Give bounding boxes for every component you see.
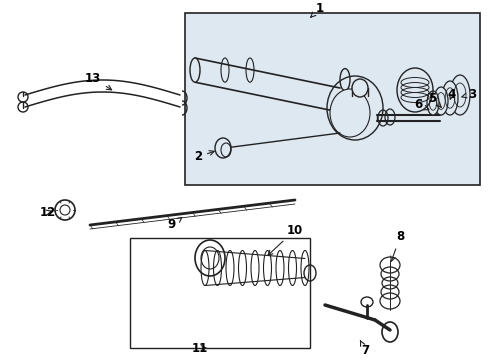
Ellipse shape — [190, 58, 200, 82]
Text: 10: 10 — [267, 224, 303, 255]
Ellipse shape — [441, 81, 457, 115]
Text: 13: 13 — [85, 72, 111, 90]
Text: 12: 12 — [40, 206, 56, 219]
Text: 11: 11 — [191, 342, 208, 355]
Text: 8: 8 — [390, 230, 403, 261]
Text: 9: 9 — [167, 217, 182, 231]
Ellipse shape — [433, 87, 447, 115]
Text: 6: 6 — [413, 99, 428, 112]
Text: 4: 4 — [447, 87, 455, 100]
Ellipse shape — [351, 79, 367, 97]
Bar — [130, 238, 309, 348]
Bar — [184, 13, 479, 185]
Ellipse shape — [329, 89, 369, 137]
Ellipse shape — [215, 138, 230, 158]
Text: 7: 7 — [360, 341, 368, 356]
Text: 5: 5 — [427, 91, 440, 107]
Text: 3: 3 — [461, 87, 475, 100]
Text: 1: 1 — [310, 1, 324, 17]
Ellipse shape — [426, 91, 438, 115]
Ellipse shape — [449, 75, 469, 115]
Text: 2: 2 — [194, 150, 214, 163]
Ellipse shape — [339, 69, 349, 91]
